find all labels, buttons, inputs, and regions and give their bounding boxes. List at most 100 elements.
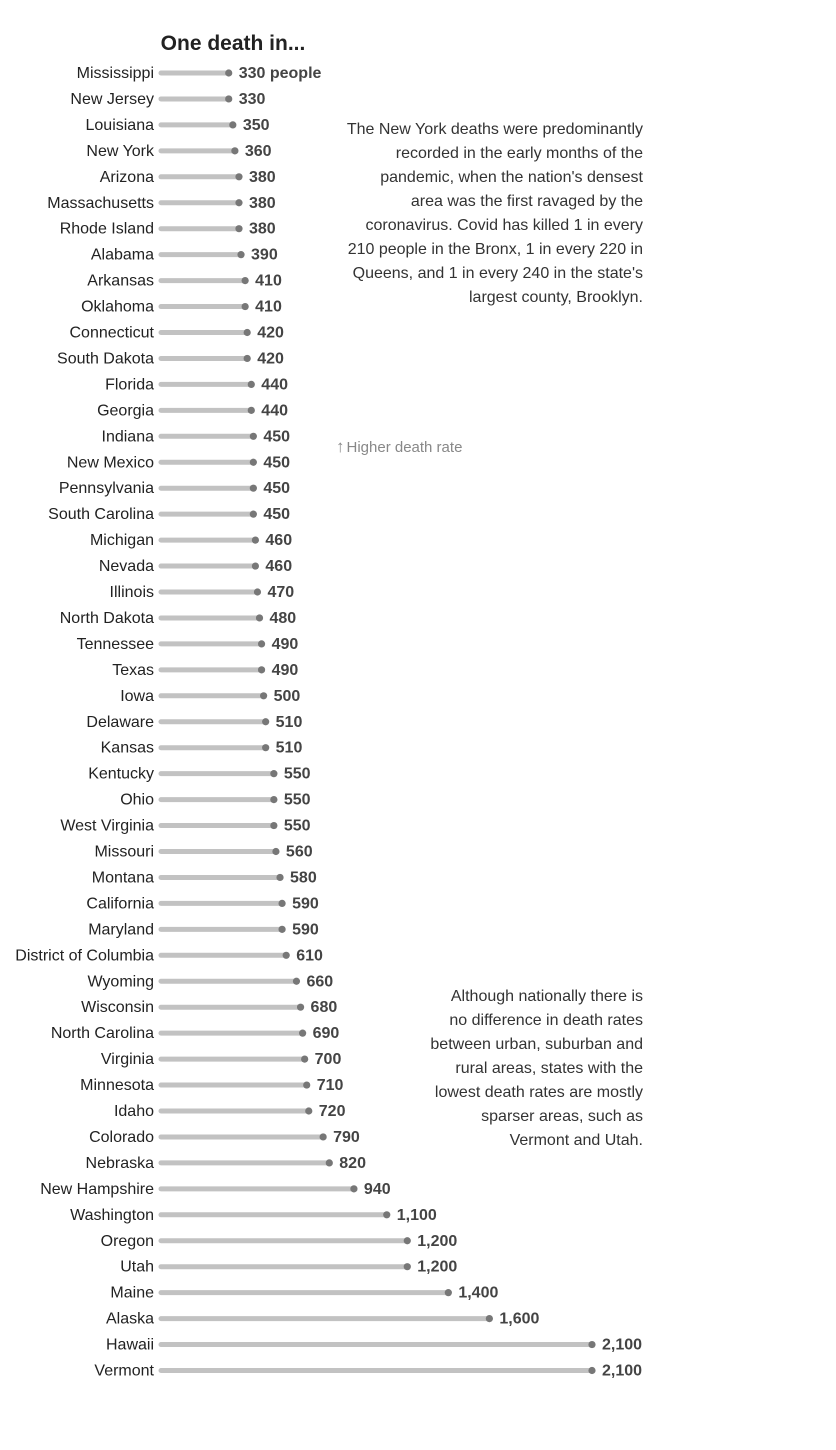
state-label: Tennessee xyxy=(77,636,154,653)
value-dot xyxy=(299,1029,307,1037)
value-dot xyxy=(235,173,243,181)
value-label: 390 xyxy=(251,247,278,264)
value-label: 710 xyxy=(317,1077,344,1094)
value-dot xyxy=(296,1003,305,1011)
value-dot xyxy=(319,1133,327,1141)
state-label: California xyxy=(86,895,154,912)
state-label: New Jersey xyxy=(70,91,154,108)
value-dot xyxy=(235,225,243,233)
value-label: 1,200 xyxy=(417,1233,457,1250)
value-label: 450 xyxy=(263,480,290,497)
state-label: Pennsylvania xyxy=(59,480,154,497)
state-label: Illinois xyxy=(110,584,154,601)
value-label: 720 xyxy=(319,1103,346,1120)
rural-states-annotation: Although nationally there is no differen… xyxy=(430,988,643,1149)
state-label: Florida xyxy=(105,376,154,393)
value-label: 1,100 xyxy=(397,1207,437,1224)
value-dot xyxy=(237,251,245,259)
value-label: 1,200 xyxy=(417,1259,457,1276)
higher-death-rate-label: Higher death rate xyxy=(346,439,463,456)
state-label: Oregon xyxy=(101,1233,154,1250)
value-dot xyxy=(276,873,284,882)
state-label: Connecticut xyxy=(70,325,155,342)
value-label: 1,600 xyxy=(499,1311,539,1328)
value-label: 820 xyxy=(339,1155,366,1172)
value-dot xyxy=(301,1055,309,1063)
state-label: New Hampshire xyxy=(40,1181,154,1198)
value-label: 410 xyxy=(255,273,282,290)
state-label: South Carolina xyxy=(48,506,154,523)
value-label: 940 xyxy=(364,1181,391,1198)
state-label: Wyoming xyxy=(87,973,154,990)
value-dot xyxy=(270,796,278,804)
chart-title: One death in... xyxy=(161,32,306,55)
value-dot xyxy=(403,1237,411,1245)
value-label: 350 xyxy=(243,117,270,134)
new-york-annotation: The New York deaths were predominantly r… xyxy=(346,121,643,306)
value-label: 610 xyxy=(296,947,323,964)
state-label: Alaska xyxy=(106,1311,154,1328)
state-label: Alabama xyxy=(91,247,154,264)
state-label: Maryland xyxy=(88,921,154,938)
value-label: 460 xyxy=(265,558,292,575)
value-dot xyxy=(225,69,233,77)
value-dot xyxy=(403,1263,411,1271)
value-dot xyxy=(249,510,257,518)
value-label: 440 xyxy=(261,402,288,419)
value-label: 380 xyxy=(249,221,276,238)
state-label: Idaho xyxy=(114,1103,154,1120)
state-label: Massachusetts xyxy=(47,195,154,212)
value-label: 490 xyxy=(272,636,299,653)
state-label: Michigan xyxy=(90,532,154,549)
state-label: New York xyxy=(86,143,155,160)
value-dot xyxy=(260,692,268,700)
value-dot xyxy=(257,666,266,674)
value-dot xyxy=(325,1159,333,1167)
state-label: Washington xyxy=(70,1207,154,1224)
value-dot xyxy=(278,925,286,933)
state-label: New Mexico xyxy=(67,454,154,471)
value-label: 480 xyxy=(270,610,297,627)
value-dot xyxy=(251,536,260,544)
value-label: 550 xyxy=(284,818,311,835)
state-label: Arizona xyxy=(100,169,154,186)
value-label: 790 xyxy=(333,1129,360,1146)
value-label: 360 xyxy=(245,143,272,160)
up-arrow-icon: ↑ xyxy=(336,437,345,456)
value-label: 420 xyxy=(257,350,284,367)
value-dot xyxy=(444,1289,452,1297)
state-label: Missouri xyxy=(94,844,154,861)
value-dot xyxy=(251,562,260,570)
value-label: 510 xyxy=(276,714,303,731)
value-dot xyxy=(225,95,233,103)
value-dot xyxy=(253,588,262,596)
state-label: North Dakota xyxy=(60,610,154,627)
value-dot xyxy=(278,899,286,908)
value-dot xyxy=(241,277,249,285)
state-label: Delaware xyxy=(86,714,154,731)
state-label: Maine xyxy=(110,1285,154,1302)
state-label: Kentucky xyxy=(88,766,154,783)
value-label: 380 xyxy=(249,195,276,212)
state-label: Indiana xyxy=(102,428,155,445)
value-label: 330 people xyxy=(239,65,322,82)
state-label: South Dakota xyxy=(57,350,154,367)
state-label: Nevada xyxy=(99,558,154,575)
value-label: 700 xyxy=(315,1051,342,1068)
value-label: 470 xyxy=(267,584,294,601)
higher-death-rate-hint: ↑ Higher death rate xyxy=(336,437,462,457)
state-label: Georgia xyxy=(97,402,154,419)
value-label: 580 xyxy=(290,869,317,886)
value-dot xyxy=(235,199,243,207)
state-label: Arkansas xyxy=(87,273,154,290)
value-label: 590 xyxy=(292,921,319,938)
value-label: 680 xyxy=(311,999,338,1016)
value-dot xyxy=(249,484,257,492)
value-label: 380 xyxy=(249,169,276,186)
state-label: West Virginia xyxy=(60,818,154,835)
value-label: 2,100 xyxy=(602,1337,642,1354)
state-label: Virginia xyxy=(101,1051,154,1068)
value-dot xyxy=(282,951,290,959)
value-label: 500 xyxy=(274,688,301,705)
